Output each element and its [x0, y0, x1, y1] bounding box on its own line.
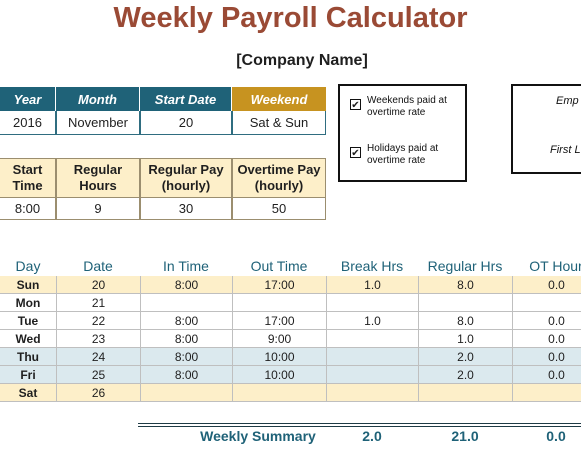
- table-row: Sat 26: [0, 384, 581, 402]
- regular-hours-header: Regular Hours: [56, 158, 140, 198]
- row-day: Mon: [15, 296, 41, 310]
- holidays-checkbox[interactable]: ✔: [350, 147, 361, 159]
- regular-pay-header: Regular Pay (hourly): [140, 158, 232, 198]
- table-row: Sun 20 8:00 17:00 1.0 8.0 0.0: [0, 276, 581, 294]
- start-date-header: Start Date: [140, 87, 232, 111]
- row-date: 23: [56, 330, 140, 348]
- row-in-time[interactable]: 8:00: [140, 330, 232, 348]
- table-row: Fri 25 8:00 10:00 2.0 0.0: [0, 366, 581, 384]
- row-date: 26: [56, 384, 140, 402]
- row-ot-hours: 0.0: [512, 312, 581, 330]
- row-ot-hours: [512, 384, 581, 402]
- row-out-time[interactable]: 17:00: [232, 276, 326, 294]
- row-date: 21: [56, 294, 140, 312]
- col-ot-hours: OT Hour: [529, 258, 581, 274]
- row-break-hrs[interactable]: [326, 366, 418, 384]
- row-in-time[interactable]: 8:00: [140, 366, 232, 384]
- row-ot-hours: 0.0: [512, 330, 581, 348]
- row-regular-hrs: 1.0: [418, 330, 512, 348]
- row-out-time[interactable]: 9:00: [232, 330, 326, 348]
- row-in-time[interactable]: [140, 384, 232, 402]
- col-break-hrs: Break Hrs: [340, 258, 404, 274]
- start-time-value[interactable]: 8:00: [0, 198, 56, 220]
- start-time-header: Start Time: [0, 158, 56, 198]
- row-regular-hrs: 2.0: [418, 366, 512, 384]
- row-date: 20: [56, 276, 140, 294]
- row-break-hrs[interactable]: [326, 384, 418, 402]
- row-in-time[interactable]: 8:00: [140, 276, 232, 294]
- table-row: Thu 24 8:00 10:00 2.0 0.0: [0, 348, 581, 366]
- table-row: Tue 22 8:00 17:00 1.0 8.0 0.0: [0, 312, 581, 330]
- row-out-time[interactable]: [232, 294, 326, 312]
- year-header: Year: [0, 87, 56, 111]
- row-ot-hours: [512, 294, 581, 312]
- summary-divider: [138, 423, 581, 424]
- regular-hours-value[interactable]: 9: [56, 198, 140, 220]
- weekends-label: Weekends paid at overtime rate: [367, 95, 447, 118]
- row-ot-hours: 0.0: [512, 348, 581, 366]
- row-regular-hrs: 2.0: [418, 348, 512, 366]
- row-regular-hrs: [418, 384, 512, 402]
- weekend-value[interactable]: Sat & Sun: [232, 111, 326, 135]
- row-date: 22: [56, 312, 140, 330]
- col-date: Date: [83, 258, 113, 274]
- row-in-time[interactable]: 8:00: [140, 348, 232, 366]
- row-regular-hrs: [418, 294, 512, 312]
- summary-break-total: 2.0: [362, 428, 382, 444]
- summary-divider: [138, 426, 581, 427]
- table-row: Wed 23 8:00 9:00 1.0 0.0: [0, 330, 581, 348]
- col-regular-hrs: Regular Hrs: [427, 258, 503, 274]
- row-day: Sat: [18, 386, 38, 400]
- row-break-hrs[interactable]: [326, 294, 418, 312]
- employee-box: Emp First L: [511, 84, 581, 174]
- row-day: Tue: [17, 314, 39, 328]
- row-date: 24: [56, 348, 140, 366]
- company-name[interactable]: [Company Name]: [236, 52, 368, 69]
- col-out-time: Out Time: [250, 258, 308, 274]
- summary-regular-total: 21.0: [451, 428, 479, 444]
- row-day: Sun: [16, 278, 40, 292]
- weekly-summary-label: Weekly Summary: [200, 428, 316, 444]
- row-out-time[interactable]: 10:00: [232, 348, 326, 366]
- start-date-value[interactable]: 20: [140, 111, 232, 135]
- weekends-checkbox[interactable]: ✔: [350, 99, 361, 111]
- row-break-hrs[interactable]: 1.0: [326, 312, 418, 330]
- col-day: Day: [15, 258, 41, 274]
- row-break-hrs[interactable]: [326, 348, 418, 366]
- col-in-time: In Time: [163, 258, 209, 274]
- weekend-header: Weekend: [232, 87, 326, 111]
- row-day: Thu: [17, 350, 39, 364]
- table-row: Mon 21: [0, 294, 581, 312]
- overtime-pay-header: Overtime Pay (hourly): [232, 158, 326, 198]
- regular-pay-value[interactable]: 30: [140, 198, 232, 220]
- row-regular-hrs: 8.0: [418, 312, 512, 330]
- row-regular-hrs: 8.0: [418, 276, 512, 294]
- month-header: Month: [56, 87, 140, 111]
- employee-label: Emp: [556, 95, 579, 107]
- year-value[interactable]: 2016: [0, 111, 56, 135]
- page-title: Weekly Payroll Calculator: [113, 2, 468, 34]
- month-value[interactable]: November: [56, 111, 140, 135]
- row-out-time[interactable]: 17:00: [232, 312, 326, 330]
- row-out-time[interactable]: 10:00: [232, 366, 326, 384]
- row-in-time[interactable]: [140, 294, 232, 312]
- overtime-pay-value[interactable]: 50: [232, 198, 326, 220]
- row-ot-hours: 0.0: [512, 276, 581, 294]
- holidays-label: Holidays paid at overtime rate: [367, 143, 439, 166]
- row-break-hrs[interactable]: [326, 330, 418, 348]
- row-ot-hours: 0.0: [512, 366, 581, 384]
- time-table: Sun 20 8:00 17:00 1.0 8.0 0.0 Mon 21 Tue…: [0, 276, 581, 406]
- options-box: ✔ Weekends paid at overtime rate ✔ Holid…: [338, 84, 467, 182]
- summary-ot-total: 0.0: [546, 428, 566, 444]
- row-out-time[interactable]: [232, 384, 326, 402]
- row-day: Fri: [20, 368, 36, 382]
- row-day: Wed: [15, 332, 41, 346]
- first-last-label: First L: [550, 144, 581, 156]
- row-in-time[interactable]: 8:00: [140, 312, 232, 330]
- row-date: 25: [56, 366, 140, 384]
- row-break-hrs[interactable]: 1.0: [326, 276, 418, 294]
